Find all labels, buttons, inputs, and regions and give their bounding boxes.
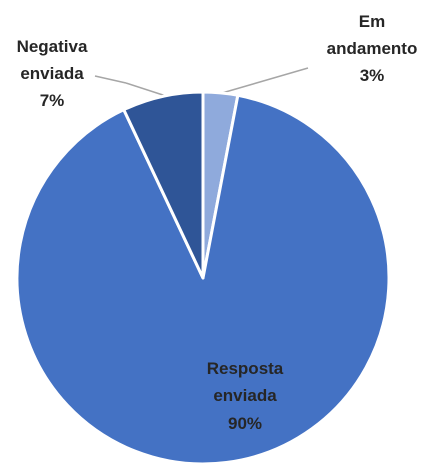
category-label: Resposta enviada [206, 359, 284, 405]
leader-line [94, 75, 127, 84]
pie-slice [15, 93, 391, 464]
category-label: Em andamento [326, 12, 418, 58]
value-label: 7% [39, 91, 65, 110]
pie-slice [122, 90, 205, 280]
value-label: 90% [227, 414, 263, 433]
leader-line [125, 82, 167, 97]
leader-line [221, 67, 309, 94]
value-label: 3% [359, 66, 385, 85]
category-label: Negativa enviada [16, 37, 88, 83]
